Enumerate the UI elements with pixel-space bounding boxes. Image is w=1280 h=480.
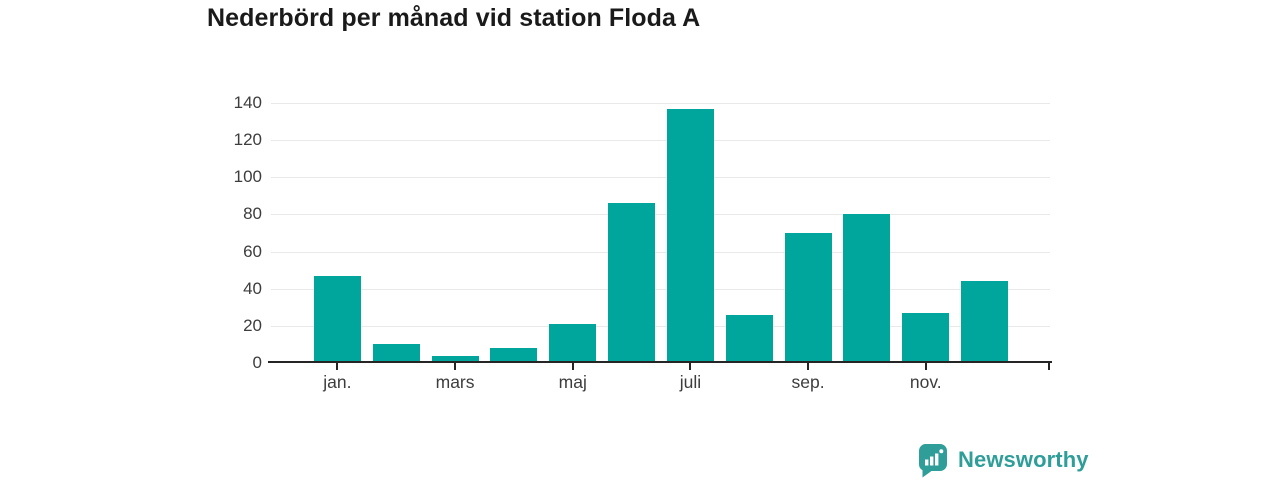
- x-tick-jan: [336, 363, 339, 370]
- x-axis-label-jan: jan.: [323, 372, 352, 392]
- brand-footer: Newsworthy: [918, 444, 1089, 478]
- chart-title: Nederbörd per månad vid station Floda A: [207, 4, 701, 32]
- x-axis-label-sep: sep.: [791, 372, 825, 392]
- y-axis-label-60: 60: [243, 241, 262, 261]
- x-tick-mars: [454, 363, 457, 370]
- bar-chart-speech-bubble-icon: [918, 444, 947, 478]
- bar-dec: [961, 281, 1009, 363]
- bar-maj: [549, 324, 597, 363]
- x-axis-label-juli: juli: [679, 372, 702, 392]
- gridline-y-40: [271, 288, 1050, 290]
- y-axis-label-20: 20: [243, 315, 262, 335]
- bar-sep: [784, 233, 832, 363]
- y-axis-label-120: 120: [233, 130, 262, 150]
- gridline-y-60: [271, 251, 1050, 253]
- x-tick-sep: [807, 363, 810, 370]
- gridline-y-100: [271, 177, 1050, 179]
- gridline-y-80: [271, 214, 1050, 216]
- x-axis-label-nov: nov.: [909, 372, 942, 392]
- y-axis-label-40: 40: [243, 278, 262, 298]
- gridline-y-120: [271, 140, 1050, 142]
- x-axis-label-mars: mars: [435, 372, 475, 392]
- x-axis-line: [268, 361, 1052, 363]
- bar-okt: [843, 214, 891, 363]
- x-axis-label-maj: maj: [558, 372, 587, 392]
- y-axis-label-140: 140: [233, 93, 262, 112]
- y-axis-label-100: 100: [233, 167, 262, 187]
- brand-name: Newsworthy: [958, 447, 1089, 472]
- y-axis-label-0: 0: [252, 353, 262, 372]
- bar-nov: [902, 312, 950, 363]
- bar-juni: [608, 203, 656, 363]
- x-tick-axis-end: [1048, 363, 1050, 370]
- bar-juli: [666, 108, 714, 363]
- gridline-y-140: [271, 103, 1050, 104]
- x-tick-maj: [571, 363, 574, 370]
- bar-mars: [431, 355, 479, 363]
- plot-area: [270, 103, 1050, 363]
- bar-aug: [725, 314, 773, 363]
- x-tick-nov: [924, 363, 927, 370]
- bar-apr: [490, 348, 538, 363]
- y-axis-label-80: 80: [243, 204, 262, 224]
- gridline-y-20: [271, 325, 1050, 327]
- x-tick-juli: [689, 363, 692, 370]
- bar-jan: [313, 275, 361, 363]
- bar-feb: [372, 344, 420, 363]
